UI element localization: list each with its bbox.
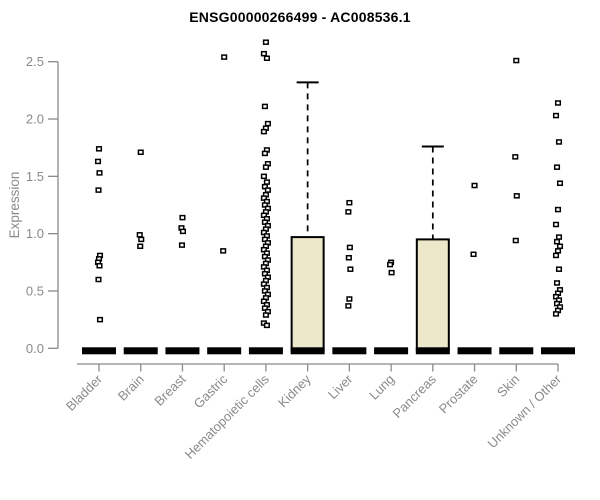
y-axis-title: Expression bbox=[7, 172, 22, 239]
data-point bbox=[221, 54, 228, 60]
data-point bbox=[513, 57, 520, 64]
data-point bbox=[261, 103, 268, 110]
median-bar bbox=[374, 347, 409, 355]
data-point bbox=[553, 238, 561, 245]
y-tick-label: 2.5 bbox=[26, 54, 44, 69]
data-point bbox=[96, 263, 103, 269]
data-point bbox=[554, 248, 562, 254]
data-point bbox=[260, 173, 267, 180]
data-point bbox=[387, 261, 394, 268]
median-bar bbox=[499, 347, 534, 355]
box bbox=[415, 238, 450, 352]
data-point bbox=[96, 170, 103, 176]
x-category-label: Liver bbox=[325, 371, 356, 402]
data-point bbox=[347, 266, 354, 272]
chart-title: ENSG00000266499 - AC008536.1 bbox=[189, 9, 411, 25]
x-category-label: Kidney bbox=[275, 371, 314, 410]
x-category-label: Brain bbox=[115, 372, 147, 404]
median-bar bbox=[332, 347, 367, 355]
box bbox=[290, 236, 325, 352]
data-point bbox=[264, 187, 271, 193]
data-point bbox=[179, 214, 186, 221]
data-point bbox=[260, 50, 267, 57]
data-point bbox=[552, 221, 560, 228]
data-point bbox=[220, 248, 227, 254]
data-point bbox=[552, 112, 560, 119]
data-point bbox=[555, 139, 563, 145]
data-point bbox=[96, 316, 104, 323]
data-point bbox=[137, 243, 144, 250]
data-point bbox=[345, 303, 352, 309]
data-point bbox=[554, 206, 562, 213]
data-point bbox=[178, 242, 186, 248]
data-point bbox=[512, 237, 519, 244]
data-point bbox=[345, 209, 352, 215]
data-point bbox=[555, 266, 563, 272]
data-point bbox=[471, 182, 478, 189]
data-point bbox=[95, 187, 102, 193]
data-point bbox=[513, 193, 520, 199]
data-point bbox=[346, 244, 353, 251]
data-point bbox=[470, 251, 477, 258]
data-point bbox=[263, 179, 270, 185]
median-bar bbox=[123, 347, 158, 355]
data-point bbox=[94, 158, 102, 165]
y-tick-label: 2.0 bbox=[26, 112, 44, 127]
median-bar bbox=[82, 347, 116, 355]
median-bar bbox=[248, 347, 283, 355]
x-category-label: Gastric bbox=[191, 371, 231, 411]
data-point bbox=[260, 128, 267, 135]
data-point bbox=[555, 234, 563, 240]
data-point bbox=[556, 243, 564, 250]
median-bar bbox=[540, 347, 575, 355]
median-bar bbox=[207, 347, 242, 355]
median-bar bbox=[457, 347, 492, 355]
data-point bbox=[95, 146, 103, 152]
y-tick-label: 1.5 bbox=[26, 169, 44, 184]
data-point bbox=[346, 199, 353, 206]
x-category-label: Pancreas bbox=[389, 371, 439, 421]
data-point bbox=[554, 100, 562, 106]
median-bar bbox=[290, 347, 325, 355]
y-tick-label: 0.5 bbox=[26, 283, 44, 298]
data-point bbox=[262, 39, 269, 45]
x-category-label: Skin bbox=[494, 372, 522, 400]
data-point bbox=[512, 154, 519, 160]
x-category-label: Breast bbox=[151, 371, 188, 408]
y-tick-label: 0.0 bbox=[26, 341, 44, 356]
data-point bbox=[264, 120, 271, 127]
data-point bbox=[179, 228, 187, 235]
x-category-label: Bladder bbox=[63, 371, 106, 414]
data-point bbox=[346, 296, 353, 302]
data-point bbox=[95, 276, 102, 283]
data-point bbox=[262, 164, 269, 170]
data-point bbox=[262, 312, 269, 318]
data-point bbox=[345, 254, 352, 261]
data-point bbox=[552, 252, 560, 259]
data-point bbox=[261, 150, 268, 157]
x-category-label: Prostate bbox=[436, 372, 481, 417]
x-category-label: Unknown / Other bbox=[485, 371, 565, 451]
data-point bbox=[137, 149, 144, 156]
data-point bbox=[553, 280, 561, 286]
data-point bbox=[388, 269, 395, 276]
median-bar bbox=[415, 347, 450, 355]
data-point bbox=[556, 180, 564, 186]
data-point bbox=[136, 232, 143, 238]
data-point bbox=[552, 311, 560, 317]
median-bar bbox=[165, 347, 200, 355]
data-point bbox=[553, 164, 561, 170]
data-point bbox=[263, 322, 270, 329]
data-point bbox=[138, 236, 145, 243]
x-category-label: Lung bbox=[366, 372, 397, 403]
data-point bbox=[263, 55, 270, 62]
y-tick-label: 1.0 bbox=[26, 226, 44, 241]
